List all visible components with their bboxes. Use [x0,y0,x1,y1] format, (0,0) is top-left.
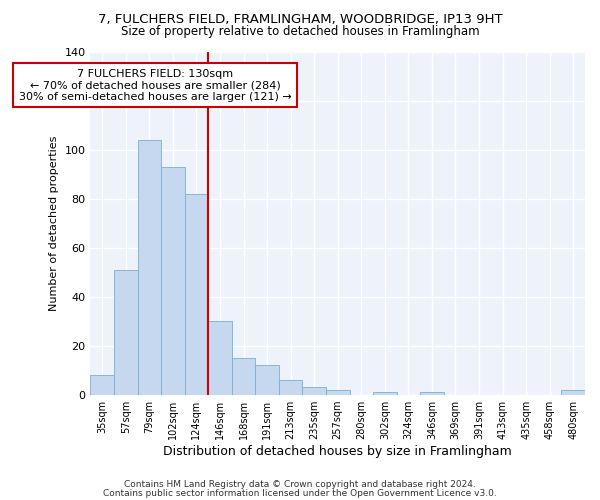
Text: 7 FULCHERS FIELD: 130sqm
← 70% of detached houses are smaller (284)
30% of semi-: 7 FULCHERS FIELD: 130sqm ← 70% of detach… [19,68,292,102]
Bar [161,166,185,394]
Text: 7, FULCHERS FIELD, FRAMLINGHAM, WOODBRIDGE, IP13 9HT: 7, FULCHERS FIELD, FRAMLINGHAM, WOODBRID… [98,12,502,26]
Bar [420,392,444,394]
Bar [326,390,350,394]
Y-axis label: Number of detached properties: Number of detached properties [49,136,59,310]
Bar [373,392,397,394]
Bar [91,375,114,394]
Text: Size of property relative to detached houses in Framlingham: Size of property relative to detached ho… [121,25,479,38]
Bar [302,387,326,394]
Bar [232,358,256,395]
Bar [185,194,208,394]
Bar [562,390,585,394]
Bar [114,270,137,394]
Bar [279,380,302,394]
Text: Contains public sector information licensed under the Open Government Licence v3: Contains public sector information licen… [103,489,497,498]
X-axis label: Distribution of detached houses by size in Framlingham: Distribution of detached houses by size … [163,444,512,458]
Bar [208,321,232,394]
Bar [256,365,279,394]
Text: Contains HM Land Registry data © Crown copyright and database right 2024.: Contains HM Land Registry data © Crown c… [124,480,476,489]
Bar [137,140,161,394]
